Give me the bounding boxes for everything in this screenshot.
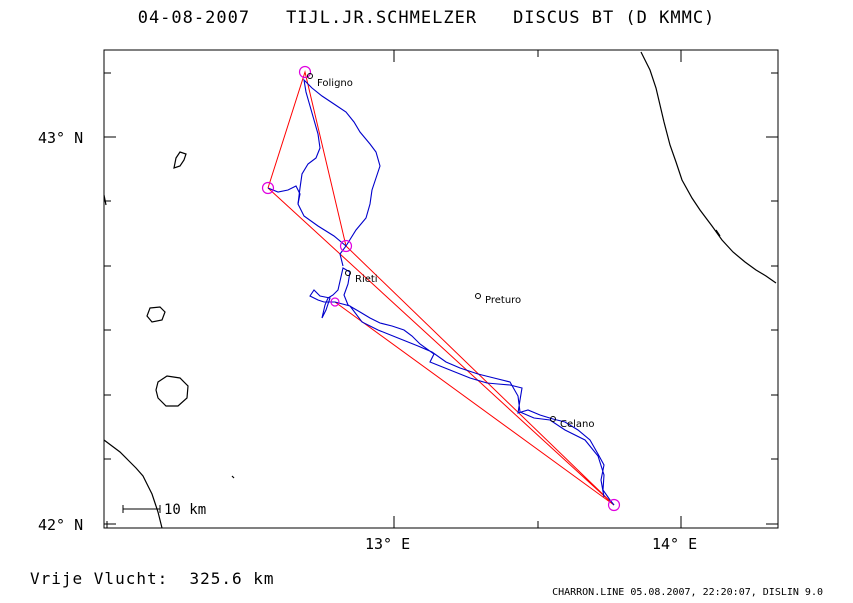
lat-label-42: 42° N — [38, 516, 83, 534]
coastlines — [103, 51, 777, 529]
place-markers: Foligno Rieti Preturo Celano — [307, 73, 595, 430]
right-ticks — [766, 72, 778, 525]
place-dot-celano — [550, 416, 556, 422]
top-ticks — [393, 50, 682, 62]
lon-label-13: 13° E — [365, 535, 410, 553]
flight-track-north — [297, 78, 381, 267]
left-ticks — [104, 72, 116, 525]
turnpoint-foligno — [298, 65, 312, 79]
pilot-name: TIJL.JR.SCHMELZER — [286, 8, 478, 28]
place-label-celano: Celano — [560, 419, 595, 430]
place-dot-foligno — [307, 73, 313, 79]
turnpoint-west — [261, 181, 275, 195]
place-label-rieti: Rieti — [355, 274, 378, 285]
credits: CHARRON.LINE 05.08.2007, 22:20:07, DISLI… — [552, 587, 823, 598]
lon-label-14: 14° E — [652, 535, 697, 553]
map-frame — [103, 49, 779, 529]
lat-label-43: 43° N — [38, 129, 83, 147]
task-lines — [267, 70, 615, 506]
scale-bar-label: 10 km — [164, 502, 206, 518]
turnpoint-south-east — [607, 498, 621, 512]
bottom-ticks — [106, 516, 682, 528]
place-label-preturo: Preturo — [485, 295, 521, 306]
flight-date: 04-08-2007 — [137, 8, 251, 28]
map-title: 04-08-2007 TIJL.JR.SCHMELZER DISCUS BT (… — [0, 8, 853, 32]
place-label-foligno: Foligno — [317, 78, 353, 89]
place-dot-preturo — [475, 293, 481, 299]
turnpoint-start — [330, 297, 340, 307]
scale-bar: 10 km — [122, 502, 206, 518]
turnpoints — [261, 65, 621, 512]
glider-name: DISCUS BT (D KMMC) — [513, 8, 716, 28]
flight-track — [309, 267, 615, 506]
flight-track-west — [267, 185, 301, 205]
place-dot-rieti — [345, 270, 351, 276]
free-flight-distance: Vrije Vlucht: 325.6 km — [30, 569, 275, 588]
turnpoint-north-rieti — [339, 239, 353, 253]
